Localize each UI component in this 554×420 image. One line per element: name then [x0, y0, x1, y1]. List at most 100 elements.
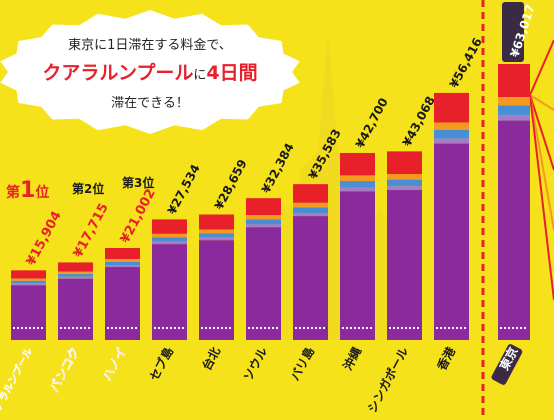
bar-segment-main [11, 285, 46, 340]
value-label: ¥15,904 [24, 209, 65, 268]
bar-segment-main [152, 244, 187, 340]
bar-segment [152, 219, 187, 234]
tokyo-value-badge [502, 2, 524, 62]
bar-segment-main [199, 240, 234, 340]
bar-segment [498, 115, 530, 121]
category-label: 台北 [199, 344, 224, 372]
bar-4 [152, 219, 187, 340]
rank-third-label: 第3位 [122, 176, 155, 190]
category-label: シンガポール [364, 344, 411, 415]
bar-segment [58, 274, 93, 277]
bar-segment [11, 280, 46, 284]
rank-first-prefix: 第 [6, 185, 20, 201]
bar-segment-main [105, 267, 140, 340]
bar-segment [340, 187, 375, 192]
bar-segment [293, 212, 328, 217]
bubble-city: クアラルンプール [42, 62, 194, 84]
speech-bubble [0, 10, 300, 134]
bar-segment-main [498, 120, 530, 340]
bar-segment [293, 202, 328, 208]
bar-segment [105, 261, 140, 266]
bar-7 [293, 184, 328, 340]
bar-6 [246, 198, 281, 340]
sunburst-ray [529, 94, 554, 231]
bar-segment [58, 271, 93, 275]
bar-segment [11, 270, 46, 279]
bar-segment-main [387, 190, 422, 340]
category-label: セブ島 [146, 344, 176, 383]
bar-segment [434, 138, 469, 144]
value-label: ¥42,700 [353, 96, 391, 151]
category-label: バリ島 [287, 344, 317, 383]
bubble-line-3: 滞在できる！ [111, 96, 189, 111]
category-label: 沖縄 [340, 344, 365, 372]
rank-first-number: 1 [20, 178, 36, 203]
bar-segment [387, 174, 422, 180]
category-label: ハノイ [100, 345, 129, 383]
bar-segment [199, 229, 234, 234]
bar-3 [105, 248, 140, 340]
bar-segment [246, 224, 281, 228]
sunburst-ray [529, 94, 554, 171]
sunburst-ray [529, 94, 554, 301]
bar-segment [498, 97, 530, 106]
bar-segment [293, 207, 328, 213]
bubble-days: 4日間 [206, 62, 258, 84]
bar-10 [434, 92, 469, 340]
bar-segment [11, 278, 46, 281]
bar-segment [340, 175, 375, 182]
bubble-particle: に [193, 68, 207, 83]
bubble-headline: クアラルンプールに4日間 [0, 58, 300, 85]
rank-first-suffix: 位 [35, 185, 50, 201]
bar-segment-main [293, 216, 328, 340]
bar-segment [340, 152, 375, 176]
category-label: 香港 [433, 343, 458, 373]
bar-segment [246, 219, 281, 225]
bar-segment [105, 248, 140, 260]
sunburst-ray [529, 39, 554, 96]
bar-segment [58, 262, 93, 272]
bar-11 [498, 64, 530, 340]
bar-5 [199, 214, 234, 340]
category-label: バンコク [47, 345, 82, 394]
value-label: ¥32,384 [259, 141, 297, 196]
category-labels-group: クアラルンプール バンコク ハノイ セブ島 台北 ソウル バリ島 沖縄 シンガポール 香港 東京 [0, 343, 523, 420]
bar-segment [434, 122, 469, 130]
bar-segment [152, 237, 187, 242]
rank-second-label: 第2位 [72, 182, 105, 196]
value-label: ¥27,534 [165, 162, 203, 217]
bar-segment [387, 179, 422, 187]
bar-segment [387, 151, 422, 175]
rank-first-label: 第1位 [6, 178, 49, 203]
bar-segment [293, 184, 328, 203]
bar-segment-main [58, 278, 93, 340]
bar-9 [387, 151, 422, 340]
bar-segment [152, 241, 187, 245]
category-label: ソウル [241, 345, 270, 383]
bar-2 [58, 262, 93, 340]
bar-segment [246, 198, 281, 216]
value-label: ¥28,659 [212, 157, 250, 212]
bar-segment [387, 186, 422, 191]
bar-segment [246, 215, 281, 220]
bar-segment-main [246, 227, 281, 340]
bar-segment [199, 214, 234, 230]
bar-segment [434, 92, 469, 123]
bar-segment [199, 237, 234, 241]
value-label: ¥56,416 [447, 35, 485, 90]
bar-segment [199, 233, 234, 238]
category-label: クアラルンプール [0, 345, 35, 420]
tokyo-label-badge [491, 344, 523, 385]
bar-segment [105, 259, 140, 262]
bar-segment [11, 283, 46, 286]
bar-segment [340, 181, 375, 188]
bar-segment-main [434, 143, 469, 340]
bars-group [11, 64, 530, 340]
bar-8 [340, 152, 375, 340]
bar-1 [11, 270, 46, 340]
bar-segment [498, 64, 530, 98]
value-label: ¥43,068 [400, 94, 438, 149]
bar-segment [498, 105, 530, 116]
